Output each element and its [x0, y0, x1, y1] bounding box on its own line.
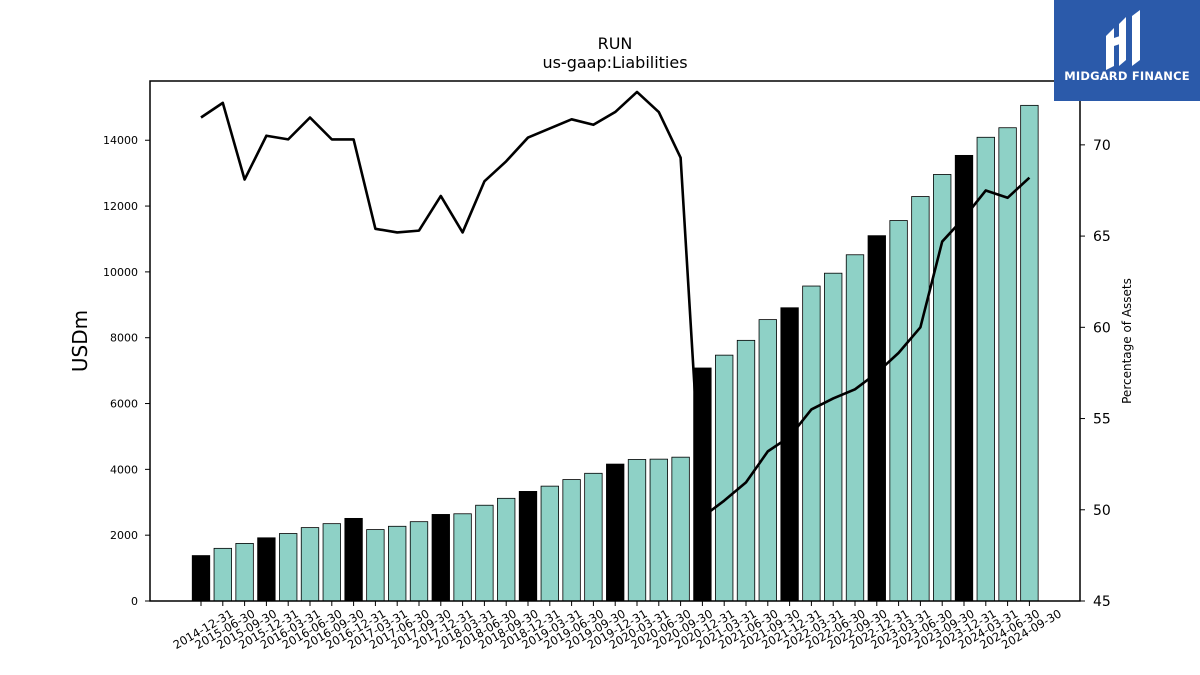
y2-tick-label: 60: [1093, 320, 1111, 336]
y-tick-label: 6000: [110, 398, 138, 411]
bar: [627, 459, 647, 602]
y-tick-label: 10000: [103, 266, 138, 279]
bar: [845, 254, 865, 602]
y-tick-label: 2000: [110, 529, 138, 542]
midgard-logo-icon: [1106, 10, 1140, 70]
y2-tick-label: 65: [1093, 229, 1111, 245]
percentage-line: [200, 90, 1031, 519]
y2-tick-label: 55: [1093, 412, 1111, 428]
bar: [715, 354, 734, 602]
logo: MIDGARD FINANCE: [1054, 0, 1200, 101]
bar-series: [191, 104, 1039, 602]
chart-subtitle: us-gaap:Liabilities: [542, 53, 687, 72]
y2-axis-label: Percentage of Assets: [1120, 278, 1134, 404]
line-series: [200, 90, 1031, 519]
y-tick-label: 4000: [110, 463, 138, 476]
bar: [431, 514, 450, 602]
y-tick-label: 8000: [110, 332, 138, 345]
bar: [780, 307, 799, 602]
y-tick-label: 14000: [103, 134, 138, 147]
bar: [584, 472, 603, 602]
bar: [388, 525, 407, 602]
bar: [191, 555, 211, 602]
bar: [824, 272, 843, 602]
bar: [279, 533, 298, 602]
logo-text: MIDGARD FINANCE: [1064, 69, 1190, 83]
bar: [322, 523, 341, 602]
bar: [867, 235, 886, 602]
y-tick-label: 12000: [103, 200, 138, 213]
bar: [518, 491, 538, 602]
bar: [649, 458, 668, 602]
bar: [911, 196, 930, 602]
bar: [257, 537, 276, 602]
bar: [889, 220, 908, 602]
y-tick-label: 0: [131, 595, 138, 608]
bar: [1020, 104, 1039, 602]
x-axis: 2014-12-312015-06-302015-09-302015-12-31…: [171, 601, 1064, 652]
bar: [300, 527, 320, 602]
chart-title: RUN: [598, 34, 633, 53]
bar: [933, 174, 952, 602]
bar: [671, 456, 690, 602]
right-axis: 45 50 55 60 65 70: [1080, 138, 1111, 610]
bar: [344, 517, 363, 602]
bar: [235, 543, 254, 602]
y2-tick-label: 70: [1093, 138, 1111, 154]
bar: [540, 485, 559, 602]
bar: [409, 521, 429, 602]
left-axis: 0 2000 4000 6000 8000 10000 12000 14000: [103, 134, 150, 608]
bar: [366, 529, 385, 602]
bar: [213, 547, 232, 602]
bar: [954, 154, 974, 602]
bar: [802, 285, 821, 602]
bar: [562, 479, 581, 602]
bar: [976, 136, 995, 602]
bar: [606, 463, 625, 602]
y-axis-label: USDm: [68, 310, 92, 372]
bar: [453, 513, 472, 602]
y2-tick-label: 45: [1093, 594, 1111, 610]
bar: [475, 504, 494, 602]
y2-tick-label: 50: [1093, 503, 1111, 519]
bar: [736, 339, 756, 602]
bar: [497, 497, 516, 602]
